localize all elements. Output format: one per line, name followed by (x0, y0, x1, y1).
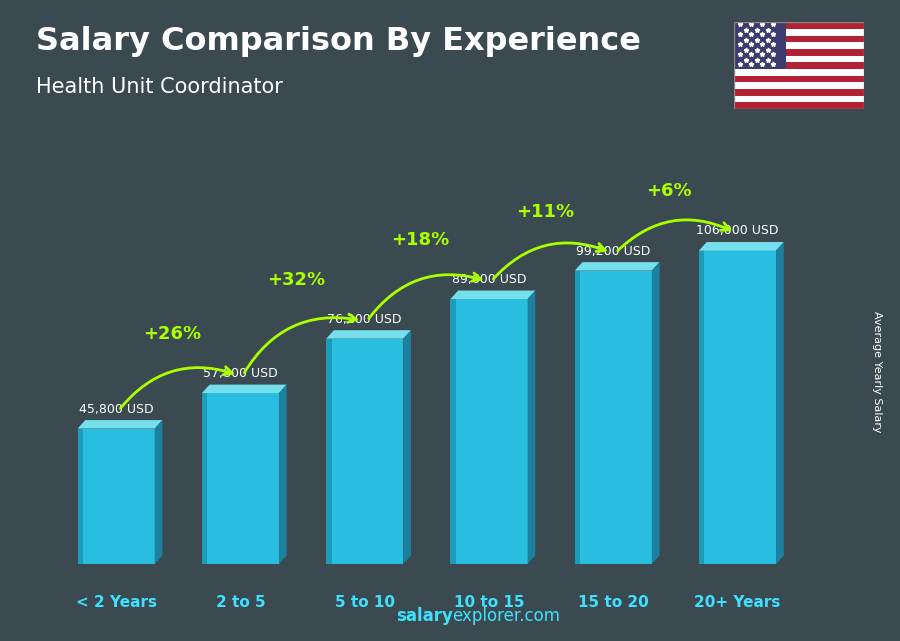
Text: +32%: +32% (267, 271, 326, 288)
Polygon shape (451, 299, 527, 564)
Polygon shape (699, 251, 776, 564)
Text: Average Yearly Salary: Average Yearly Salary (872, 311, 883, 433)
Text: 45,800 USD: 45,800 USD (79, 403, 154, 415)
Bar (734, 22, 786, 69)
Bar (734, 29, 864, 36)
Text: +11%: +11% (516, 203, 574, 221)
Text: 76,200 USD: 76,200 USD (328, 313, 402, 326)
Polygon shape (326, 330, 411, 338)
Bar (734, 82, 864, 89)
Polygon shape (527, 290, 536, 564)
Polygon shape (403, 330, 411, 564)
Polygon shape (575, 271, 652, 564)
Polygon shape (776, 242, 784, 564)
Text: salary: salary (396, 607, 453, 625)
Text: < 2 Years: < 2 Years (76, 595, 157, 610)
Text: 2 to 5: 2 to 5 (216, 595, 266, 610)
Bar (734, 76, 864, 82)
Polygon shape (326, 338, 403, 564)
Polygon shape (451, 290, 536, 299)
Polygon shape (155, 420, 162, 564)
Polygon shape (575, 271, 580, 564)
Bar (734, 49, 864, 56)
Text: 89,600 USD: 89,600 USD (452, 273, 526, 286)
Text: Salary Comparison By Experience: Salary Comparison By Experience (36, 26, 641, 56)
Bar (734, 89, 864, 96)
Bar (734, 69, 864, 76)
Bar (734, 96, 864, 103)
Bar (734, 103, 864, 109)
Polygon shape (699, 251, 705, 564)
Polygon shape (202, 393, 207, 564)
Polygon shape (77, 429, 155, 564)
Polygon shape (202, 393, 279, 564)
Text: +6%: +6% (646, 183, 692, 201)
Polygon shape (77, 420, 162, 429)
Text: 106,000 USD: 106,000 USD (697, 224, 778, 237)
Text: 10 to 15: 10 to 15 (454, 595, 524, 610)
Bar (734, 22, 864, 29)
Text: explorer.com: explorer.com (452, 607, 560, 625)
Bar (734, 56, 864, 62)
Text: Health Unit Coordinator: Health Unit Coordinator (36, 77, 283, 97)
Text: 57,800 USD: 57,800 USD (203, 367, 278, 380)
Polygon shape (202, 385, 287, 393)
Polygon shape (77, 429, 83, 564)
Polygon shape (451, 299, 456, 564)
Polygon shape (652, 262, 660, 564)
Polygon shape (575, 262, 660, 271)
Polygon shape (326, 338, 331, 564)
Bar (734, 62, 864, 69)
Text: +18%: +18% (392, 231, 450, 249)
Text: 20+ Years: 20+ Years (695, 595, 781, 610)
Polygon shape (279, 385, 287, 564)
Bar (734, 42, 864, 49)
Polygon shape (699, 242, 784, 251)
Text: +26%: +26% (143, 325, 201, 343)
Text: 99,200 USD: 99,200 USD (576, 244, 651, 258)
Text: 15 to 20: 15 to 20 (578, 595, 649, 610)
Bar (734, 36, 864, 42)
Text: 5 to 10: 5 to 10 (335, 595, 395, 610)
